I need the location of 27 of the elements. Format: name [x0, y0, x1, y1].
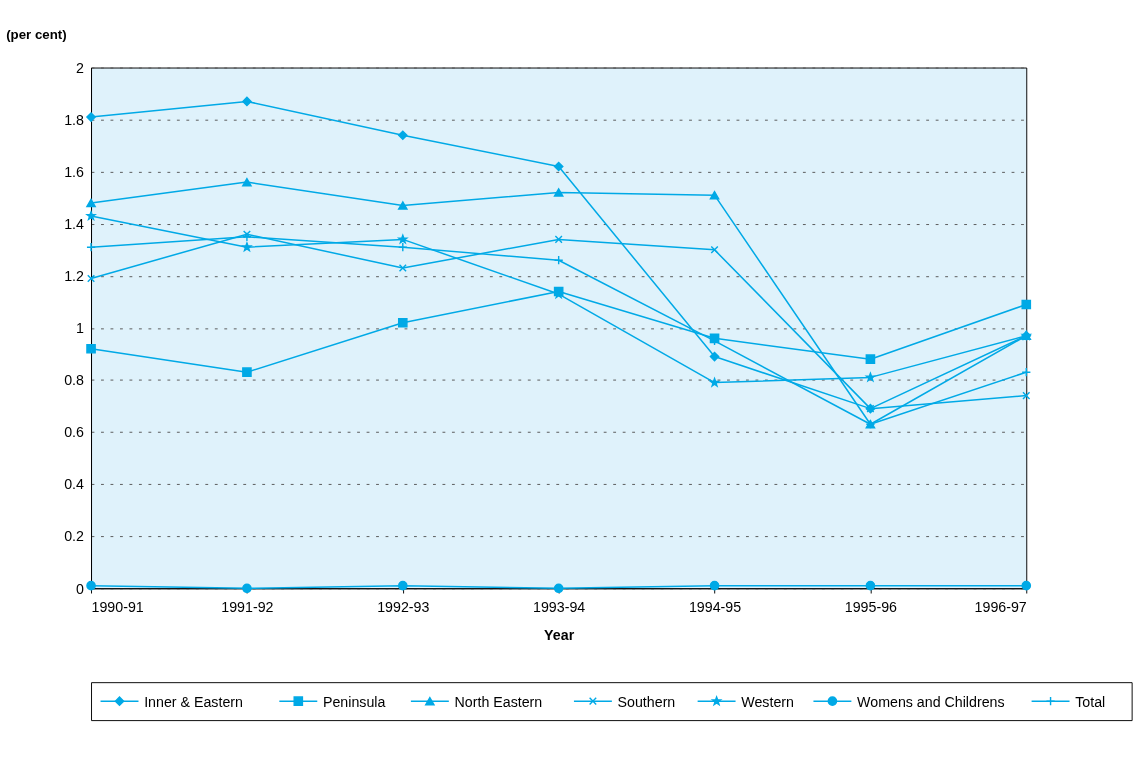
legend-label: Womens and Childrens [857, 693, 1005, 710]
legend-label: Total [1075, 693, 1106, 710]
y-tick-label: 1.4 [64, 215, 85, 232]
y-tick-label: 0.6 [64, 424, 85, 441]
y-axis-title: (per cent) [6, 26, 67, 42]
legend-label: Inner & Eastern [144, 693, 243, 710]
legend-label: Southern [617, 693, 676, 710]
y-tick-label: 1 [76, 320, 85, 337]
y-tick-label: 0.4 [64, 476, 85, 493]
x-tick-label: 1992-93 [377, 599, 430, 616]
legend-label: Peninsula [322, 693, 386, 710]
y-tick-label: 1.8 [64, 111, 85, 128]
x-tick-label: 1990-91 [91, 599, 144, 616]
x-tick-label: 1991-92 [221, 599, 274, 616]
y-tick-label: 1.2 [64, 268, 85, 285]
x-tick-label: 1995-96 [844, 599, 898, 616]
y-tick-label: 0.8 [64, 372, 85, 389]
y-tick-label: 2 [76, 59, 85, 76]
x-tick-label: 1994-95 [688, 599, 742, 616]
y-tick-label: 1.6 [64, 163, 85, 180]
x-axis-title: Year [544, 626, 575, 643]
x-tick-label: 1996-97 [974, 599, 1027, 616]
y-tick-label: 0 [76, 580, 85, 597]
legend-label: North Eastern [454, 693, 543, 710]
y-tick-label: 0.2 [64, 528, 85, 545]
x-tick-label: 1993-94 [533, 599, 586, 616]
legend-label: Western [741, 693, 794, 710]
